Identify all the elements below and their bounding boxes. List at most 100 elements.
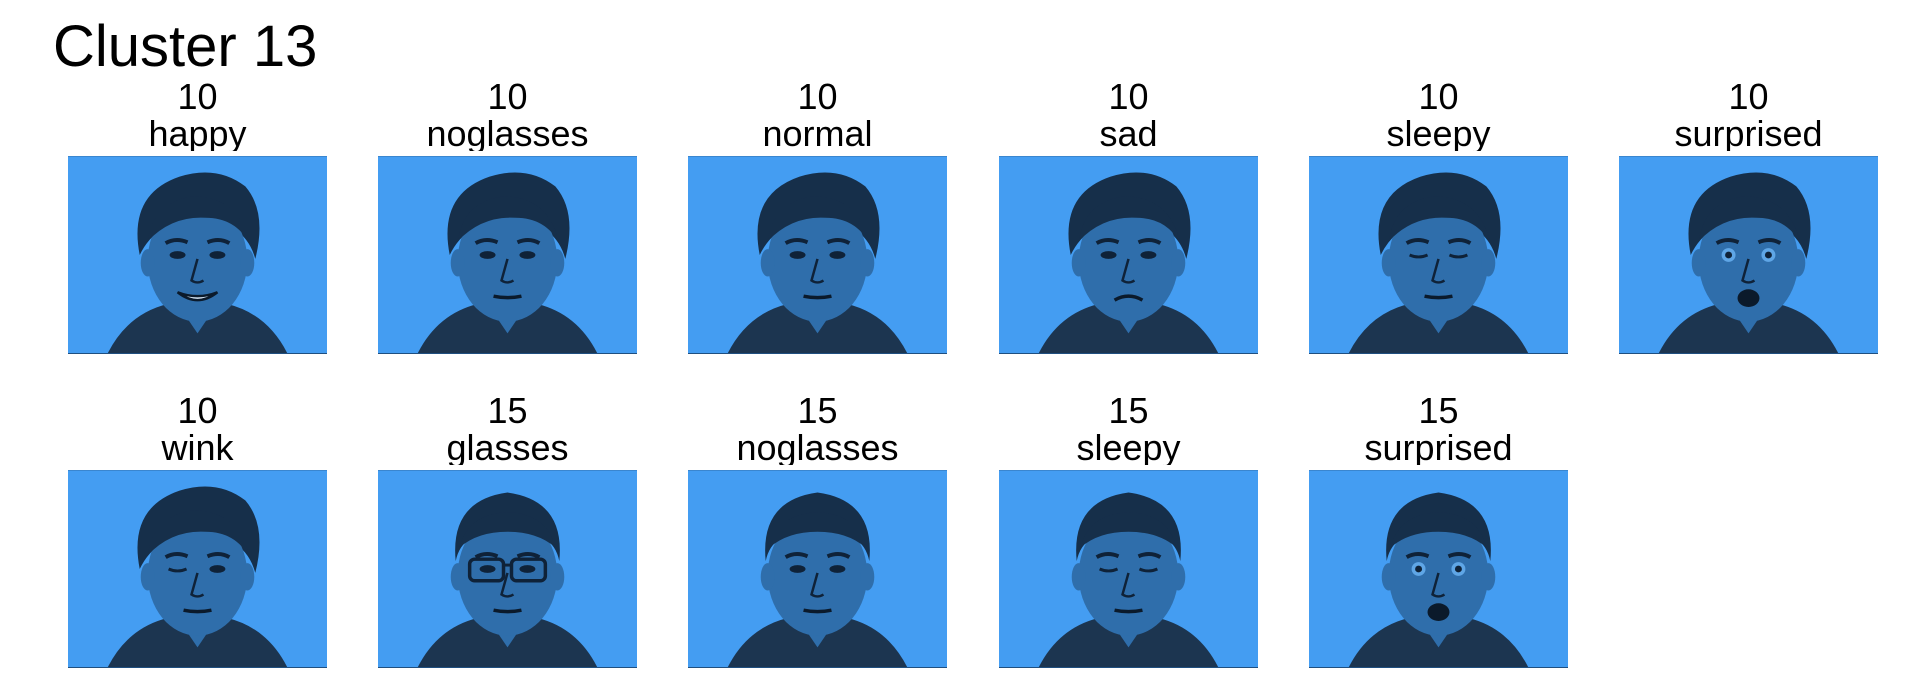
expression-label: noglasses bbox=[736, 429, 899, 465]
face bbox=[417, 492, 598, 667]
right-eyebrow bbox=[1137, 552, 1162, 559]
left-eye bbox=[168, 567, 188, 573]
expression-label: sad bbox=[1099, 115, 1158, 151]
nose bbox=[1431, 572, 1446, 598]
expression-label: noglasses bbox=[426, 115, 589, 151]
face-drawing bbox=[1348, 172, 1529, 353]
hair-fringe bbox=[1388, 196, 1491, 244]
face bbox=[1658, 172, 1839, 353]
face-caption: 10 sad bbox=[959, 78, 1298, 151]
nose bbox=[810, 572, 825, 598]
face-drawing bbox=[417, 172, 598, 353]
left-ear bbox=[1071, 249, 1086, 277]
expression-label: surprised bbox=[1674, 115, 1823, 151]
subject-number: 15 bbox=[487, 390, 528, 431]
face-drawing bbox=[107, 486, 288, 667]
nose bbox=[190, 572, 205, 598]
left-ear bbox=[760, 249, 775, 277]
right-ear bbox=[550, 563, 565, 591]
right-eyebrow bbox=[206, 552, 231, 559]
mouth bbox=[1114, 608, 1143, 614]
right-eye bbox=[829, 251, 846, 259]
right-ear bbox=[860, 249, 875, 277]
hair-fringe bbox=[1390, 512, 1487, 548]
right-ear bbox=[550, 249, 565, 277]
left-ear bbox=[140, 563, 155, 591]
face bbox=[1038, 172, 1219, 353]
left-ear bbox=[450, 249, 465, 277]
nose bbox=[190, 258, 205, 284]
mouth bbox=[493, 294, 522, 300]
face bbox=[727, 492, 908, 667]
face-caption: 10 sleepy bbox=[1269, 78, 1608, 151]
face-image bbox=[1309, 156, 1568, 354]
right-eyebrow bbox=[1447, 238, 1472, 245]
right-eyebrow bbox=[826, 552, 851, 559]
mouth bbox=[493, 608, 522, 614]
left-eyebrow bbox=[1405, 552, 1430, 559]
subject-number: 10 bbox=[1418, 76, 1459, 117]
face bbox=[727, 172, 908, 353]
face-tile: 10 sad bbox=[999, 78, 1258, 378]
left-eyebrow bbox=[1405, 238, 1430, 245]
nose bbox=[1121, 572, 1136, 598]
face-drawing bbox=[107, 172, 288, 353]
face-image bbox=[1309, 470, 1568, 668]
right-ear bbox=[1481, 249, 1496, 277]
hair-fringe bbox=[769, 512, 866, 548]
hair-fringe bbox=[1080, 512, 1177, 548]
right-eyebrow bbox=[1137, 238, 1162, 245]
right-eyebrow bbox=[206, 238, 231, 245]
left-eyebrow bbox=[1095, 552, 1120, 559]
mouth bbox=[1427, 603, 1450, 621]
right-ear bbox=[240, 249, 255, 277]
right-ear bbox=[1481, 563, 1496, 591]
right-eye bbox=[519, 565, 536, 573]
right-eyebrow bbox=[826, 238, 851, 245]
face-tile: 10 wink bbox=[68, 392, 327, 692]
face-caption: 15 surprised bbox=[1269, 392, 1608, 465]
mouth bbox=[803, 608, 832, 614]
left-eye bbox=[1100, 251, 1117, 259]
left-eye bbox=[479, 251, 496, 259]
left-ear bbox=[450, 563, 465, 591]
face-tile: 10 sleepy bbox=[1309, 78, 1568, 378]
nose bbox=[500, 258, 515, 284]
page-title: Cluster 13 bbox=[53, 14, 318, 79]
face-tile: 10 noglasses bbox=[378, 78, 637, 378]
right-eye bbox=[1140, 251, 1157, 259]
face-drawing bbox=[727, 492, 908, 667]
face-drawing bbox=[417, 492, 598, 667]
right-ear bbox=[1791, 249, 1806, 277]
face-caption: 15 sleepy bbox=[959, 392, 1298, 465]
face-caption: 15 noglasses bbox=[648, 392, 987, 465]
hair-fringe bbox=[459, 512, 556, 548]
face-drawing bbox=[1038, 172, 1219, 353]
subject-number: 15 bbox=[1108, 390, 1149, 431]
left-ear bbox=[1071, 563, 1086, 591]
expression-label: happy bbox=[148, 115, 247, 151]
right-eyebrow bbox=[516, 552, 541, 559]
left-eyebrow bbox=[164, 238, 189, 245]
expression-label: sleepy bbox=[1076, 429, 1181, 465]
face-caption: 10 happy bbox=[28, 78, 367, 151]
subject-number: 10 bbox=[1108, 76, 1149, 117]
face-caption: 10 normal bbox=[648, 78, 987, 151]
expression-label: surprised bbox=[1364, 429, 1513, 465]
left-eyebrow bbox=[1715, 238, 1740, 245]
left-eye bbox=[169, 251, 186, 259]
face-caption: 15 glasses bbox=[338, 392, 677, 465]
left-ear bbox=[1381, 563, 1396, 591]
face bbox=[107, 172, 288, 353]
right-eye bbox=[829, 565, 846, 573]
hair-fringe bbox=[1078, 196, 1181, 244]
face-tile: 15 surprised bbox=[1309, 392, 1568, 692]
expression-label: wink bbox=[161, 429, 234, 465]
right-eye-pupil bbox=[1454, 565, 1462, 573]
face-drawing bbox=[727, 172, 908, 353]
expression-label: glasses bbox=[446, 429, 569, 465]
face bbox=[417, 172, 598, 353]
left-eyebrow bbox=[1095, 238, 1120, 245]
face-tile: 10 surprised bbox=[1619, 78, 1878, 378]
subject-number: 15 bbox=[797, 390, 838, 431]
